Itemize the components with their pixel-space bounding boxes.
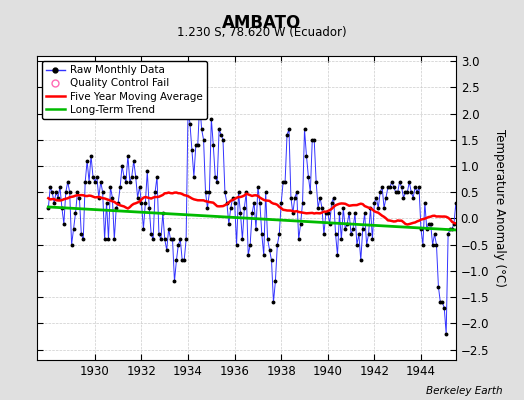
Text: 1.230 S, 78.620 W (Ecuador): 1.230 S, 78.620 W (Ecuador) — [177, 26, 347, 39]
Legend: Raw Monthly Data, Quality Control Fail, Five Year Moving Average, Long-Term Tren: Raw Monthly Data, Quality Control Fail, … — [42, 61, 207, 119]
Text: AMBATO: AMBATO — [222, 14, 302, 32]
Text: Berkeley Earth: Berkeley Earth — [427, 386, 503, 396]
Y-axis label: Temperature Anomaly (°C): Temperature Anomaly (°C) — [493, 129, 506, 287]
